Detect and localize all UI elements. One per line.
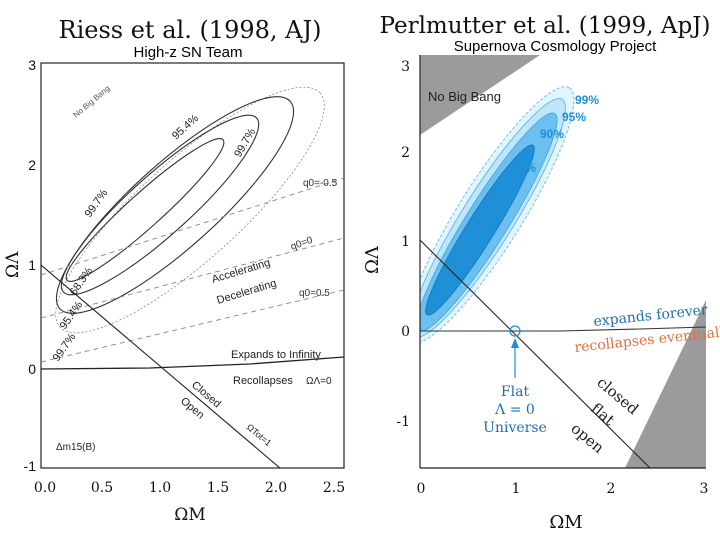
left-omega-lambda-zero: ΩΛ=0 bbox=[306, 376, 332, 387]
left-contour-68.3 bbox=[65, 138, 225, 282]
right-ytick-label: 1 bbox=[401, 234, 410, 250]
left-xtick-label: 0.5 bbox=[91, 480, 113, 496]
left-q0-05-label: q0=0.5 bbox=[299, 288, 330, 299]
right-xtick-label: 0 bbox=[417, 481, 426, 497]
left-q0-0-label: q0=0 bbox=[289, 235, 314, 253]
left-x-axis-label: ΩM bbox=[174, 505, 206, 525]
right-flat-point-label-1: Flat bbox=[501, 384, 530, 400]
right-title: Perlmutter et al. (1999, ApJ) bbox=[380, 13, 711, 39]
left-dm15: Δm15(B) bbox=[56, 442, 95, 453]
left-xtick-label: 2.0 bbox=[265, 480, 287, 496]
right-label-68: 68% bbox=[512, 161, 536, 175]
right-flat-point-label-2: Λ = 0 bbox=[494, 402, 535, 418]
left-xtick-label: 0.0 bbox=[34, 480, 56, 496]
left-label-997c: 99.7% bbox=[51, 331, 79, 364]
left-plot: No Big Bang 95.4% 99.7% 99.7% 68.3% 95.4… bbox=[3, 57, 345, 525]
right-plot: Flat Λ = 0 Universe No Big Bang 99% 95% … bbox=[362, 55, 720, 533]
right-label-90: 90% bbox=[540, 127, 564, 141]
left-x-ticks: 0.0 0.5 1.0 1.5 2.0 2.5 bbox=[34, 480, 345, 496]
left-flat-line bbox=[41, 264, 281, 468]
right-xtick-label: 1 bbox=[512, 481, 521, 497]
left-ytick-label: 3 bbox=[28, 57, 36, 73]
left-ytick-label: -1 bbox=[24, 458, 37, 474]
left-ytick-label: 0 bbox=[28, 361, 36, 377]
right-flat-line bbox=[420, 239, 651, 468]
right-ytick-label: 3 bbox=[401, 59, 410, 75]
left-q0-neg05-label: q0=-0.5 bbox=[303, 178, 338, 189]
left-expansion-boundary bbox=[41, 356, 344, 370]
left-xtick-label: 1.5 bbox=[207, 480, 229, 496]
right-expands: expands forever bbox=[593, 302, 709, 330]
left-xtick-label: 2.5 bbox=[323, 480, 345, 496]
left-label-997a: 99.7% bbox=[232, 126, 258, 159]
left-q0-05-line bbox=[41, 289, 344, 363]
left-no-big-bang: No Big Bang bbox=[72, 84, 112, 120]
left-subtitle: High-z SN Team bbox=[134, 44, 243, 61]
right-expansion-boundary bbox=[420, 326, 706, 332]
right-no-big-bang: No Big Bang bbox=[428, 89, 501, 104]
right-flat-point-marker bbox=[509, 325, 521, 337]
left-q0-neg05-line bbox=[41, 177, 344, 276]
right-no-big-bang-region bbox=[420, 55, 540, 135]
left-q0-0-line bbox=[41, 237, 344, 319]
right-y-ticks: 3 2 1 0 -1 bbox=[396, 59, 410, 430]
left-title: Riess et al. (1998, AJ) bbox=[59, 16, 322, 44]
right-flat-point-arrowhead bbox=[511, 338, 519, 348]
left-recollapses: Recollapses bbox=[233, 375, 293, 387]
left-y-ticks: 3 2 1 0 -1 bbox=[24, 57, 37, 474]
right-x-axis-label: ΩM bbox=[549, 512, 582, 533]
right-ytick-label: 0 bbox=[401, 324, 410, 340]
right-subtitle: Supernova Cosmology Project bbox=[454, 38, 657, 55]
right-xtick-label: 2 bbox=[607, 481, 616, 497]
left-xtick-label: 1.0 bbox=[149, 480, 171, 496]
right-ytick-label: -1 bbox=[396, 414, 410, 430]
left-y-axis-label: ΩΛ bbox=[3, 251, 23, 278]
right-lower-right-region bbox=[625, 300, 706, 468]
left-ytick-label: 1 bbox=[28, 257, 36, 273]
right-y-axis-label: ΩΛ bbox=[362, 245, 383, 274]
right-ytick-label: 2 bbox=[401, 145, 410, 161]
left-expands: Expands to Infinity bbox=[231, 349, 321, 361]
left-contour-faint bbox=[55, 86, 325, 334]
left-contour-95.4 bbox=[60, 114, 260, 296]
right-label-95: 95% bbox=[562, 110, 586, 124]
left-label-954b: 95.4% bbox=[58, 299, 86, 332]
right-label-99: 99% bbox=[575, 93, 599, 107]
left-omega-tot: ΩTot=1 bbox=[245, 422, 274, 448]
right-flat-point-label-3: Universe bbox=[483, 420, 547, 436]
right-x-ticks: 0 1 2 3 bbox=[417, 481, 709, 497]
left-contour-99.7 bbox=[55, 96, 295, 314]
left-ytick-label: 2 bbox=[28, 157, 36, 173]
right-xtick-label: 3 bbox=[700, 481, 709, 497]
